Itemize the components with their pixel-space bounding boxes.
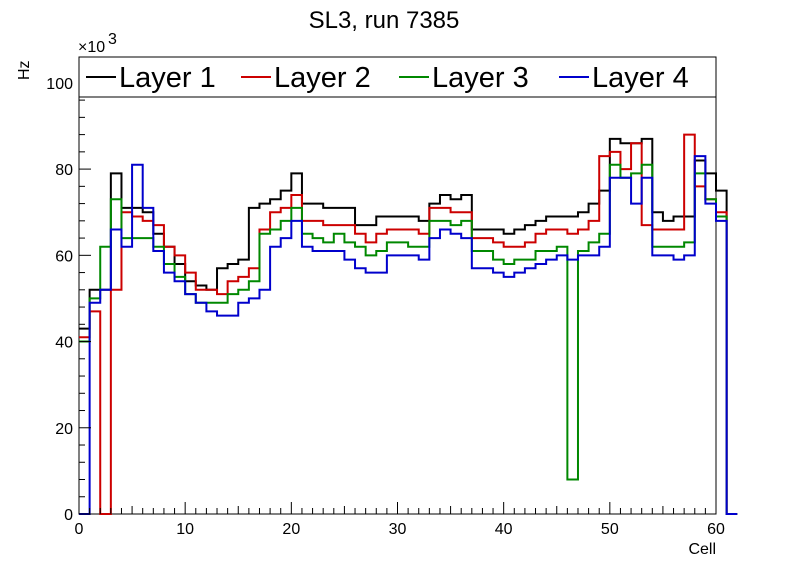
y-tick-label: 40 — [55, 335, 73, 352]
x-tick-label: 20 — [282, 521, 300, 538]
series-2-line — [79, 133, 738, 515]
y-tick-label: 20 — [55, 421, 73, 438]
legend-label: Layer 3 — [432, 62, 529, 94]
y-axis-ticks: 0 20 40 60 80 100 — [46, 65, 91, 524]
x-tick-label: 40 — [495, 521, 513, 538]
series-4-line — [79, 155, 738, 515]
legend-box — [78, 56, 717, 98]
series-layer — [79, 133, 738, 515]
legend-entries: Layer 1 Layer 2 Layer 3 Layer 4 — [86, 62, 689, 94]
legend-label: Layer 1 — [119, 62, 216, 94]
chart-title: SL3, run 7385 — [309, 7, 460, 34]
x-axis-ticks: 0 10 20 30 40 50 60 — [75, 502, 725, 538]
y-tick-label: 100 — [46, 76, 73, 93]
y-exponent: ×10 3 — [78, 31, 117, 56]
y-tick-label: 60 — [55, 248, 73, 265]
y-exponent-power: 3 — [108, 31, 117, 48]
legend-entry-2: Layer 2 — [241, 62, 371, 94]
x-tick-label: 60 — [707, 521, 725, 538]
y-exponent-base: ×10 — [78, 39, 105, 56]
y-tick-label: 0 — [64, 507, 73, 524]
legend-entry-3: Layer 3 — [399, 62, 529, 94]
x-tick-label: 50 — [601, 521, 619, 538]
legend-label: Layer 2 — [274, 62, 371, 94]
legend-label: Layer 4 — [592, 62, 689, 94]
x-tick-label: 10 — [176, 521, 194, 538]
legend: Layer 1 Layer 2 Layer 3 Layer 4 — [78, 56, 717, 98]
x-tick-label: 30 — [389, 521, 407, 538]
legend-entry-4: Layer 4 — [559, 62, 689, 94]
x-tick-label: 0 — [75, 521, 84, 538]
y-axis-label: Hz — [16, 60, 33, 80]
legend-entry-1: Layer 1 — [86, 62, 216, 94]
x-axis-label: Cell — [688, 541, 716, 558]
y-tick-label: 80 — [55, 162, 73, 179]
